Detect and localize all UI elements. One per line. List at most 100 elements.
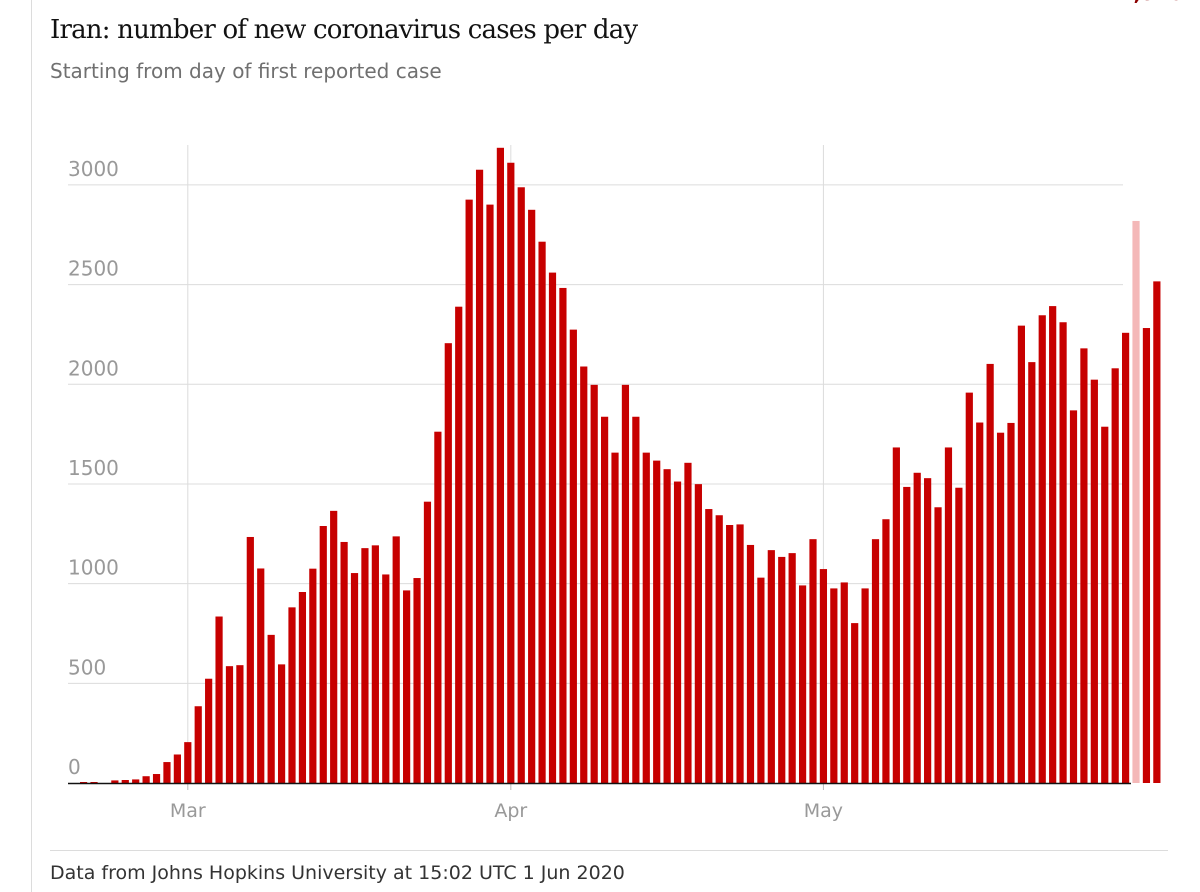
data-bar xyxy=(538,241,546,783)
data-bar xyxy=(944,447,953,783)
data-bar xyxy=(726,525,734,783)
data-bar xyxy=(1038,315,1046,783)
data-bar xyxy=(1142,328,1151,783)
y-tick-label: 2000 xyxy=(68,356,119,380)
x-tick-label: May xyxy=(804,800,843,822)
data-bar xyxy=(601,416,609,783)
data-bar xyxy=(246,536,254,783)
data-bar xyxy=(319,526,327,783)
data-bar xyxy=(694,484,702,783)
data-bar xyxy=(330,510,338,783)
data-bar xyxy=(90,782,98,783)
data-bar xyxy=(663,469,671,783)
data-bar xyxy=(403,590,411,783)
source-note: Data from Johns Hopkins University at 15… xyxy=(50,862,625,884)
data-bar xyxy=(444,343,452,783)
data-bar xyxy=(851,623,859,783)
data-bar xyxy=(955,487,963,783)
data-bar xyxy=(632,416,640,783)
data-bar xyxy=(934,507,942,783)
data-bar xyxy=(1059,322,1067,783)
chart-subtitle: Starting from day of first reported case xyxy=(50,59,442,83)
data-bar xyxy=(778,556,786,783)
data-bar xyxy=(819,569,828,783)
data-bar xyxy=(361,548,369,783)
data-bar xyxy=(830,588,838,783)
data-bar xyxy=(757,577,765,783)
data-bar xyxy=(371,545,379,783)
data-bar xyxy=(1090,379,1098,783)
data-bar xyxy=(475,169,484,783)
data-bar xyxy=(163,762,171,783)
data-bar xyxy=(580,366,588,783)
data-bar xyxy=(892,447,900,783)
data-bar xyxy=(1007,422,1015,783)
data-bar xyxy=(1080,348,1088,783)
data-bar xyxy=(684,462,692,783)
y-tick-label: 500 xyxy=(68,655,106,679)
data-bar xyxy=(455,306,463,783)
data-bar xyxy=(746,544,755,783)
data-bar xyxy=(1101,426,1109,783)
data-bar xyxy=(298,591,307,783)
data-bar xyxy=(277,664,286,783)
data-bar xyxy=(486,204,494,783)
data-bar xyxy=(653,460,661,783)
data-bar xyxy=(1028,362,1036,783)
y-tick-label: 0 xyxy=(68,755,81,779)
data-bar xyxy=(194,706,202,783)
data-bar xyxy=(215,616,223,783)
data-bar xyxy=(705,509,713,783)
y-tick-label: 3000 xyxy=(68,157,119,181)
data-bar xyxy=(350,573,359,783)
chart-title: Iran: number of new coronavirus cases pe… xyxy=(50,15,638,45)
data-bar xyxy=(434,431,442,783)
data-bar xyxy=(132,779,140,783)
data-bar xyxy=(1122,332,1130,783)
footer-divider xyxy=(50,850,1168,851)
data-bar xyxy=(173,754,181,783)
data-bar xyxy=(913,472,921,783)
data-bar xyxy=(673,481,682,783)
data-bar xyxy=(871,539,880,783)
data-bar xyxy=(528,209,536,783)
data-bar xyxy=(413,578,421,783)
data-bar xyxy=(1069,410,1078,783)
data-bar xyxy=(809,539,817,783)
frame-left-border xyxy=(31,0,32,892)
data-bar xyxy=(965,392,973,783)
data-bar xyxy=(236,665,244,783)
data-bar xyxy=(590,384,598,783)
data-bar xyxy=(788,553,796,783)
data-bar xyxy=(517,187,525,783)
data-bar xyxy=(903,486,911,783)
data-bar xyxy=(642,452,650,783)
data-bar xyxy=(1049,306,1057,783)
data-bar xyxy=(736,524,744,783)
data-bar xyxy=(267,634,275,783)
data-bar xyxy=(152,774,161,783)
data-bar xyxy=(621,384,630,783)
data-bar xyxy=(559,287,567,783)
data-bar xyxy=(288,607,296,783)
data-bar xyxy=(465,199,473,783)
data-bar xyxy=(976,422,984,783)
data-bar xyxy=(184,742,192,783)
data-bar xyxy=(496,147,504,783)
y-tick-label: 2500 xyxy=(68,257,119,281)
y-tick-label: 1000 xyxy=(68,556,119,580)
data-bar xyxy=(423,501,432,783)
data-bar xyxy=(1017,325,1025,783)
data-bar xyxy=(382,574,390,783)
data-bar xyxy=(1153,281,1161,783)
data-bar xyxy=(392,536,400,783)
data-bar xyxy=(767,550,775,783)
data-bar xyxy=(80,782,88,783)
data-bar xyxy=(507,162,515,783)
y-tick-label: 1500 xyxy=(68,456,119,480)
data-bar xyxy=(924,478,932,783)
data-bar xyxy=(1132,220,1140,784)
data-bar xyxy=(1111,368,1119,783)
x-tick-label: Mar xyxy=(170,800,206,822)
